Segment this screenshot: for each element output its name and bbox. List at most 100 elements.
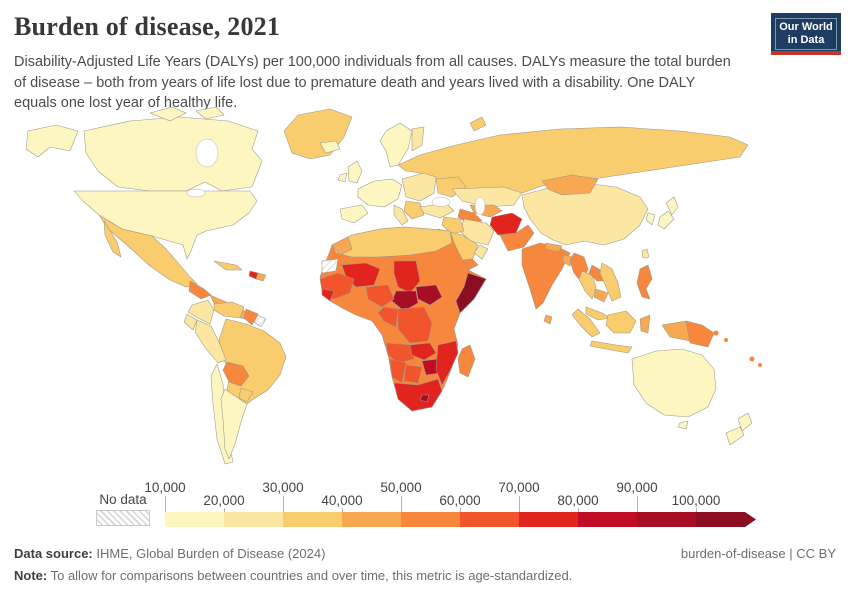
great-lakes [186, 188, 206, 198]
legend-bin-2[interactable] [224, 512, 283, 527]
map-region-new-zealand[interactable] [725, 426, 745, 446]
data-source-text: IHME, Global Burden of Disease (2024) [92, 546, 326, 561]
map-region-south-korea[interactable] [645, 212, 656, 226]
legend-bin-4[interactable] [342, 512, 401, 527]
note-line: Note: To allow for comparisons between c… [14, 568, 572, 583]
map-region-china[interactable] [521, 182, 649, 246]
map-region-sulawesi[interactable] [639, 314, 651, 334]
map-region-iraq[interactable] [441, 216, 465, 235]
map-region-angola[interactable] [385, 342, 415, 364]
map-region-mexico[interactable] [98, 214, 198, 288]
owid-logo[interactable]: Our World in Data [771, 13, 841, 55]
map-region-japan[interactable] [657, 210, 675, 230]
owid-logo-red-bar [771, 51, 841, 55]
legend-bin-3[interactable] [283, 512, 342, 527]
map-region-nepal[interactable] [544, 242, 563, 253]
legend-bin-9[interactable] [637, 512, 696, 527]
map-region-japan[interactable] [665, 196, 679, 216]
map-region-bangladesh[interactable] [561, 254, 574, 267]
map-region-borneo[interactable] [605, 310, 637, 334]
map-region-bolivia[interactable] [222, 361, 250, 387]
map-region-south-africa[interactable] [393, 378, 443, 412]
map-region-ireland[interactable] [337, 172, 348, 183]
legend-bin-8[interactable] [578, 512, 637, 527]
legend-tick-line [519, 496, 520, 512]
map-region-peru[interactable] [194, 319, 227, 364]
map-region-australia[interactable] [677, 420, 689, 430]
map-region-mexico[interactable] [103, 220, 122, 258]
map-region-sri-lanka[interactable] [543, 314, 553, 325]
map-region-alaska[interactable] [25, 124, 79, 158]
legend-bin-10[interactable] [696, 512, 756, 527]
map-region-taiwan[interactable] [641, 248, 650, 259]
map-region-venezuela[interactable] [213, 301, 245, 319]
map-region-greenland[interactable] [283, 108, 353, 160]
map-region-new-zealand[interactable] [737, 412, 753, 432]
map-region-cambodia[interactable] [593, 288, 609, 303]
map-region-vietnam[interactable] [599, 262, 622, 302]
map-region-paraguay[interactable] [238, 387, 254, 403]
map-region-canada[interactable] [149, 106, 187, 122]
map-region-morocco[interactable] [331, 236, 353, 256]
map-region-french-guiana[interactable] [253, 314, 267, 328]
legend-bin-6[interactable] [460, 512, 519, 527]
map-region-melanesia[interactable] [758, 363, 762, 367]
map-region-somalia[interactable] [455, 272, 487, 314]
map-region-pakistan[interactable] [499, 224, 535, 252]
map-region-melanesia[interactable] [713, 330, 719, 336]
map-region-mozambique[interactable] [435, 340, 459, 386]
map-region-west-papua[interactable] [661, 320, 691, 342]
map-region-dominican-republic[interactable] [255, 272, 267, 282]
legend-bin-1[interactable] [165, 512, 224, 527]
map-region-united-kingdom[interactable] [347, 160, 363, 184]
map-region-balkans[interactable] [403, 200, 425, 220]
map-region-canada[interactable] [195, 106, 225, 120]
map-region-namibia[interactable] [389, 358, 407, 384]
map-region-lesotho[interactable] [419, 394, 430, 403]
map-region-melanesia[interactable] [749, 356, 755, 362]
map-region-malaysia[interactable] [585, 306, 611, 321]
map-region-botswana[interactable] [403, 364, 423, 384]
map-region-melanesia[interactable] [724, 338, 728, 342]
legend-bin-7[interactable] [519, 512, 578, 527]
map-region-guyana[interactable] [243, 308, 259, 326]
black-sea [431, 197, 451, 207]
map-region-west-europe[interactable] [357, 178, 403, 208]
map-region-brazil[interactable] [218, 318, 287, 410]
map-region-oman[interactable] [473, 244, 489, 260]
map-region-zambia[interactable] [409, 342, 437, 361]
map-region-cameroon-congo[interactable] [377, 306, 399, 328]
map-region-iberia[interactable] [339, 204, 369, 224]
map-region-italy[interactable] [393, 204, 409, 226]
map-region-india[interactable] [521, 242, 571, 310]
map-region-sumatra[interactable] [571, 308, 601, 338]
map-region-maghreb[interactable] [331, 226, 453, 258]
map-region-madagascar[interactable] [457, 344, 476, 378]
map-region-guatemala[interactable] [188, 280, 212, 300]
map-region-colombia[interactable] [187, 299, 215, 325]
map-region-argentina[interactable] [220, 388, 248, 460]
map-region-iceland[interactable] [319, 140, 341, 154]
map-region-western-sahara[interactable] [321, 258, 339, 274]
map-region-finland[interactable] [411, 126, 425, 152]
map-region-guinea[interactable] [321, 288, 335, 302]
legend-bin-5[interactable] [401, 512, 460, 527]
map-region-australia[interactable] [631, 348, 717, 418]
map-region-java[interactable] [589, 340, 633, 354]
map-region-papua-new-guinea[interactable] [685, 320, 715, 348]
legend-tick-label: 40,000 [321, 493, 363, 508]
legend-no-data-swatch[interactable] [96, 510, 150, 526]
map-region-russia[interactable] [469, 116, 487, 132]
map-region-ecuador[interactable] [183, 313, 198, 331]
map-region-kazakhstan[interactable] [451, 186, 523, 208]
map-region-canada[interactable] [83, 116, 263, 192]
map-region-nigeria[interactable] [365, 284, 395, 308]
map-region-east-europe[interactable] [401, 172, 437, 202]
map-region-drc[interactable] [397, 306, 433, 344]
map-region-scandinavia[interactable] [379, 122, 413, 168]
map-region-south-sudan[interactable] [415, 284, 443, 306]
map-region-afghanistan[interactable] [489, 212, 523, 236]
map-region-cuba[interactable] [213, 260, 243, 271]
map-region-philippines[interactable] [636, 264, 653, 300]
map-region-mongolia[interactable] [541, 174, 599, 196]
